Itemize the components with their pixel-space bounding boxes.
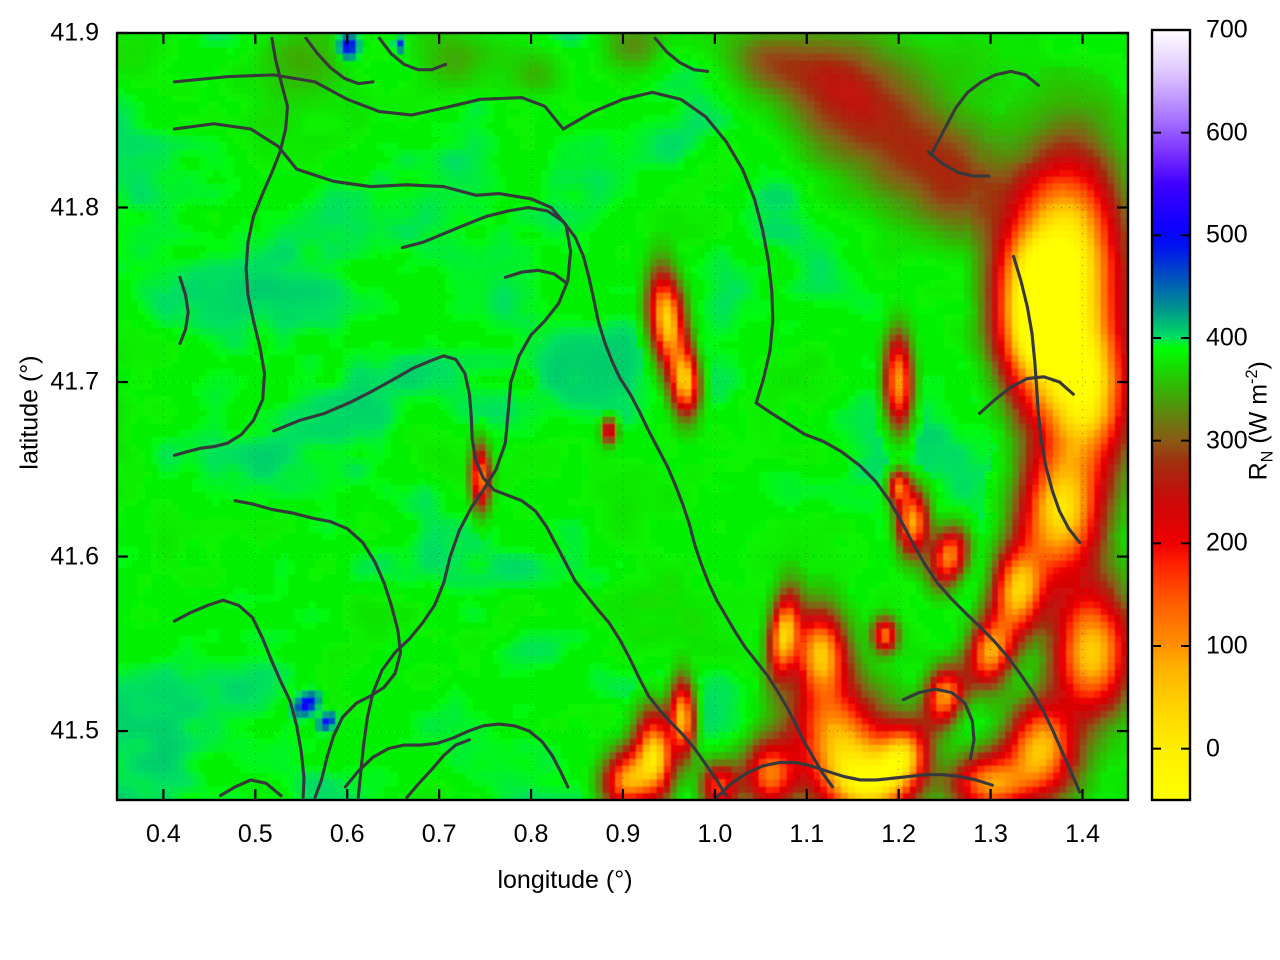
contour-line-20 bbox=[178, 275, 190, 346]
colorbar-unit-close: ) bbox=[1244, 361, 1273, 370]
x-tick-0.6: 0.6 bbox=[329, 820, 365, 848]
x-tick-0.5: 0.5 bbox=[237, 820, 273, 848]
contour-line-21 bbox=[377, 36, 448, 72]
contour-line-15 bbox=[405, 738, 472, 799]
grid-lines bbox=[117, 33, 1128, 800]
x-tick-0.7: 0.7 bbox=[421, 820, 457, 848]
contour-lines bbox=[172, 36, 1082, 799]
colorbar-tick-600: 600 bbox=[1206, 118, 1248, 147]
colorbar-unit-open: (W m bbox=[1244, 383, 1273, 451]
y-tick-41.9: 41.9 bbox=[50, 18, 99, 47]
y-tick-41.7: 41.7 bbox=[50, 367, 99, 396]
contour-line-0 bbox=[172, 73, 565, 131]
contour-line-3 bbox=[172, 598, 306, 799]
contour-line-9 bbox=[929, 69, 1040, 157]
y-tick-41.6: 41.6 bbox=[50, 542, 99, 571]
contour-line-22 bbox=[653, 36, 710, 73]
contour-line-14 bbox=[343, 722, 570, 789]
colorbar-tick-500: 500 bbox=[1206, 220, 1248, 249]
contour-line-4 bbox=[233, 499, 403, 799]
colorbar-superscript: -2 bbox=[1243, 369, 1262, 384]
contour-line-11 bbox=[1012, 254, 1082, 545]
x-tick-1.1: 1.1 bbox=[789, 820, 825, 848]
tick-marks bbox=[117, 31, 1128, 800]
contour-line-2 bbox=[172, 36, 290, 457]
contour-line-10 bbox=[926, 150, 991, 178]
colorbar-tick-400: 400 bbox=[1206, 323, 1248, 352]
x-tick-1.0: 1.0 bbox=[697, 820, 733, 848]
x-tick-0.9: 0.9 bbox=[605, 820, 641, 848]
x-axis-title: longitude (°) bbox=[497, 866, 633, 894]
contour-line-16 bbox=[715, 760, 994, 799]
colorbar-ticks bbox=[1152, 29, 1190, 750]
contour-line-8 bbox=[754, 401, 1082, 794]
x-tick-1.2: 1.2 bbox=[881, 820, 917, 848]
colorbar-tick-200: 200 bbox=[1206, 528, 1248, 557]
contour-line-12 bbox=[978, 375, 1075, 415]
colorbar-tick-100: 100 bbox=[1206, 631, 1248, 660]
contour-line-5 bbox=[272, 354, 728, 798]
x-tick-1.4: 1.4 bbox=[1065, 820, 1100, 848]
contour-line-17 bbox=[901, 687, 976, 761]
colorbar-symbol: R bbox=[1244, 462, 1273, 481]
colorbar-tick-700: 700 bbox=[1206, 15, 1248, 44]
y-axis-title-text: latitude (°) bbox=[15, 355, 44, 470]
raster-field bbox=[117, 33, 1128, 800]
contour-line-13 bbox=[218, 778, 283, 798]
contour-line-19 bbox=[304, 36, 375, 86]
contour-line-7 bbox=[561, 90, 775, 405]
x-tick-0.4: 0.4 bbox=[146, 820, 181, 848]
y-tick-41.5: 41.5 bbox=[50, 716, 99, 745]
x-tick-1.3: 1.3 bbox=[973, 820, 1008, 848]
colorbar bbox=[1150, 28, 1192, 802]
colorbar-subscript: N bbox=[1258, 450, 1277, 463]
y-tick-41.8: 41.8 bbox=[50, 193, 99, 222]
contour-line-6 bbox=[400, 205, 835, 789]
y-axis-title: latitude (°) bbox=[15, 213, 44, 613]
contour-line-18 bbox=[503, 268, 568, 285]
x-tick-0.8: 0.8 bbox=[513, 820, 549, 848]
colorbar-tick-0: 0 bbox=[1206, 734, 1220, 763]
colorbar-tick-300: 300 bbox=[1206, 426, 1248, 455]
colorbar-title: RN (W m-2) bbox=[1243, 221, 1277, 621]
